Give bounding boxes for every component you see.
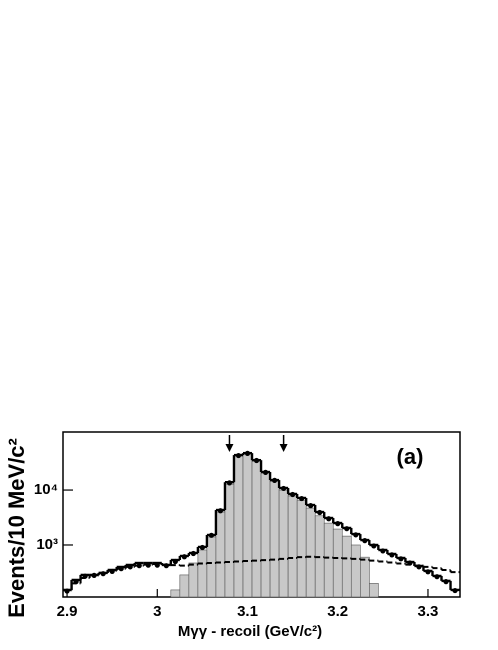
- signal-bar: [323, 522, 334, 598]
- data-point: [109, 568, 115, 575]
- data-point: [82, 573, 88, 579]
- data-point: [281, 485, 287, 492]
- data-point: [100, 571, 106, 577]
- data-point: [389, 552, 395, 558]
- signal-bar: [188, 562, 199, 598]
- data-point: [190, 550, 196, 557]
- signal-bar: [278, 489, 289, 598]
- data-point: [434, 574, 440, 580]
- data-point: [262, 469, 269, 475]
- data-point: [154, 562, 160, 568]
- data-point: [199, 544, 206, 551]
- signal-bar: [332, 528, 343, 598]
- signal-bar: [170, 589, 181, 598]
- signal-bar: [260, 472, 271, 598]
- data-point: [407, 560, 413, 566]
- data-point: [253, 457, 260, 464]
- data-point: [344, 526, 350, 532]
- signal-bar: [242, 453, 253, 598]
- data-point: [64, 588, 70, 594]
- signal-bar: [179, 574, 190, 598]
- data-point: [335, 521, 341, 527]
- data-point: [362, 538, 368, 544]
- data-point: [398, 556, 404, 562]
- annotation: (a): [397, 444, 424, 469]
- data-point: [235, 452, 242, 459]
- data-point: [299, 495, 305, 502]
- arrow-head: [225, 444, 234, 452]
- data-point: [371, 543, 377, 549]
- data-point: [443, 579, 449, 585]
- signal-bar: [350, 544, 361, 598]
- signal-bar: [233, 455, 244, 598]
- data-point: [127, 564, 133, 570]
- x-tick-label: 3.3: [418, 603, 439, 620]
- data-point: [172, 558, 178, 565]
- data-point: [326, 516, 332, 522]
- data-point: [425, 569, 431, 575]
- signal-bar: [359, 556, 370, 598]
- data-point: [217, 508, 224, 514]
- signal-bar: [251, 460, 262, 598]
- x-tick-label: 3.1: [237, 603, 258, 620]
- data-point: [73, 579, 79, 585]
- y-tick-label: 10⁴: [34, 481, 58, 498]
- data-point: [290, 491, 296, 498]
- data-point: [136, 563, 142, 569]
- x-tick-label: 3: [153, 603, 161, 620]
- data-point: [226, 480, 233, 486]
- data-point: [380, 548, 386, 554]
- data-point: [308, 503, 314, 509]
- signal-bar: [287, 495, 298, 598]
- signal-bar: [224, 483, 235, 598]
- signal-bar: [197, 549, 208, 598]
- signal-bar: [269, 480, 280, 598]
- signal-bar: [296, 500, 307, 598]
- signal-bar: [369, 583, 379, 598]
- signal-bar: [206, 536, 217, 598]
- data-point: [244, 450, 251, 456]
- data-point: [416, 564, 422, 570]
- data-point: [145, 562, 151, 568]
- data-point: [317, 509, 323, 516]
- x-tick-label: 3.2: [327, 603, 348, 620]
- signal-bar: [305, 507, 316, 598]
- data-point: [452, 587, 458, 594]
- data-point: [181, 554, 187, 560]
- arrow-head: [279, 444, 288, 452]
- y-tick-label: 10³: [36, 536, 58, 553]
- x-tick-label: 2.9: [57, 603, 78, 620]
- data-point: [91, 572, 97, 578]
- data-point: [271, 477, 278, 483]
- data-point: [353, 532, 359, 538]
- y-axis-label: Events/10 MeV/c²: [4, 438, 29, 618]
- data-point: [163, 563, 169, 569]
- data-point: [208, 532, 215, 538]
- signal-bar: [341, 535, 352, 598]
- x-axis-label: Mγγ - recoil (GeV/c²): [178, 623, 322, 640]
- signal-bar: [215, 511, 226, 598]
- data-point: [118, 566, 124, 572]
